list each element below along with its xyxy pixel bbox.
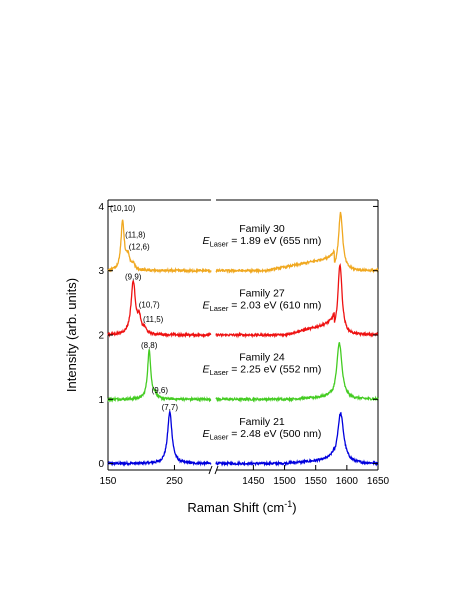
laser-subscript: Laser [210, 368, 229, 377]
laser-value: = 2.03 eV (610 nm) [228, 299, 321, 311]
series-family-21 [107, 409, 379, 467]
laser-value: = 1.89 eV (655 nm) [228, 235, 321, 247]
y-tick-label: 3 [98, 266, 104, 277]
spectrum-low-range [107, 280, 212, 339]
spectrum-high-range [215, 211, 379, 275]
x-tick-label: 1500 [273, 476, 296, 487]
x-axis-label-main: Raman Shift (cm [187, 500, 284, 515]
x-tick-label: 1450 [242, 476, 265, 487]
laser-value: = 2.25 eV (552 nm) [228, 364, 321, 376]
y-tick-label: 0 [98, 459, 104, 470]
peak-annotation: (9,9) [125, 273, 142, 282]
series-family-24 [107, 342, 379, 403]
series-family-27 [107, 263, 379, 339]
spectrum-low-range [107, 409, 212, 467]
peak-annotation: (11,5) [143, 315, 164, 324]
axis-break-mark-1 [208, 465, 213, 475]
laser-subscript: Laser [210, 433, 229, 442]
x-tick-label: 250 [166, 476, 183, 487]
spectrum-low-range [107, 219, 212, 274]
x-axis-label: Raman Shift (cm-1) [187, 499, 296, 515]
spectrum-high-range [215, 263, 379, 339]
laser-energy-label: ELaser = 2.25 eV (552 nm) [203, 364, 322, 378]
x-tick-label: 150 [100, 476, 117, 487]
peak-annotation: (9,6) [152, 386, 169, 395]
laser-symbol: E [203, 299, 211, 311]
laser-energy-label: ELaser = 2.03 eV (610 nm) [203, 299, 322, 313]
x-tick-label: 1550 [305, 476, 328, 487]
x-axis-label-sup: -1 [284, 499, 292, 509]
family-label: Family 24 [239, 352, 285, 364]
axis-break-mark-2 [214, 465, 219, 475]
peak-annotation: (12,6) [129, 243, 150, 252]
peak-annotation: (10,10) [110, 204, 136, 213]
peak-annotation: (8,8) [141, 341, 158, 350]
series-family-30 [107, 211, 379, 275]
laser-energy-label: ELaser = 1.89 eV (655 nm) [203, 235, 322, 249]
peak-annotation: (11,8) [125, 230, 146, 239]
y-tick-label: 4 [98, 202, 104, 213]
peak-annotation: (10,7) [139, 300, 160, 309]
spectrum-high-range [215, 342, 379, 403]
x-axis-label-tail: ) [292, 500, 296, 515]
series-layer [107, 211, 379, 467]
laser-subscript: Laser [210, 304, 229, 313]
family-label: Family 21 [239, 416, 285, 428]
ticks-layer: 0 1 2 3 4 150 250 1450 1500 1550 1600 1650 [98, 202, 389, 487]
laser-subscript: Laser [210, 240, 229, 249]
family-label: Family 30 [239, 223, 285, 235]
x-tick-label: 1600 [336, 476, 359, 487]
y-axis-label: Intensity (arb. units) [64, 278, 79, 392]
spectrum-high-range [215, 411, 379, 467]
spectrum-low-range [107, 349, 212, 403]
y-tick-label: 2 [98, 331, 104, 342]
laser-symbol: E [203, 235, 211, 247]
laser-energy-label: ELaser = 2.48 eV (500 nm) [203, 428, 322, 442]
laser-symbol: E [203, 364, 211, 376]
laser-symbol: E [203, 428, 211, 440]
peak-annotation: (7,7) [162, 403, 179, 412]
laser-value: = 2.48 eV (500 nm) [228, 428, 321, 440]
y-tick-label: 1 [98, 395, 104, 406]
x-tick-label: 1650 [367, 476, 390, 487]
family-label: Family 27 [239, 287, 285, 299]
